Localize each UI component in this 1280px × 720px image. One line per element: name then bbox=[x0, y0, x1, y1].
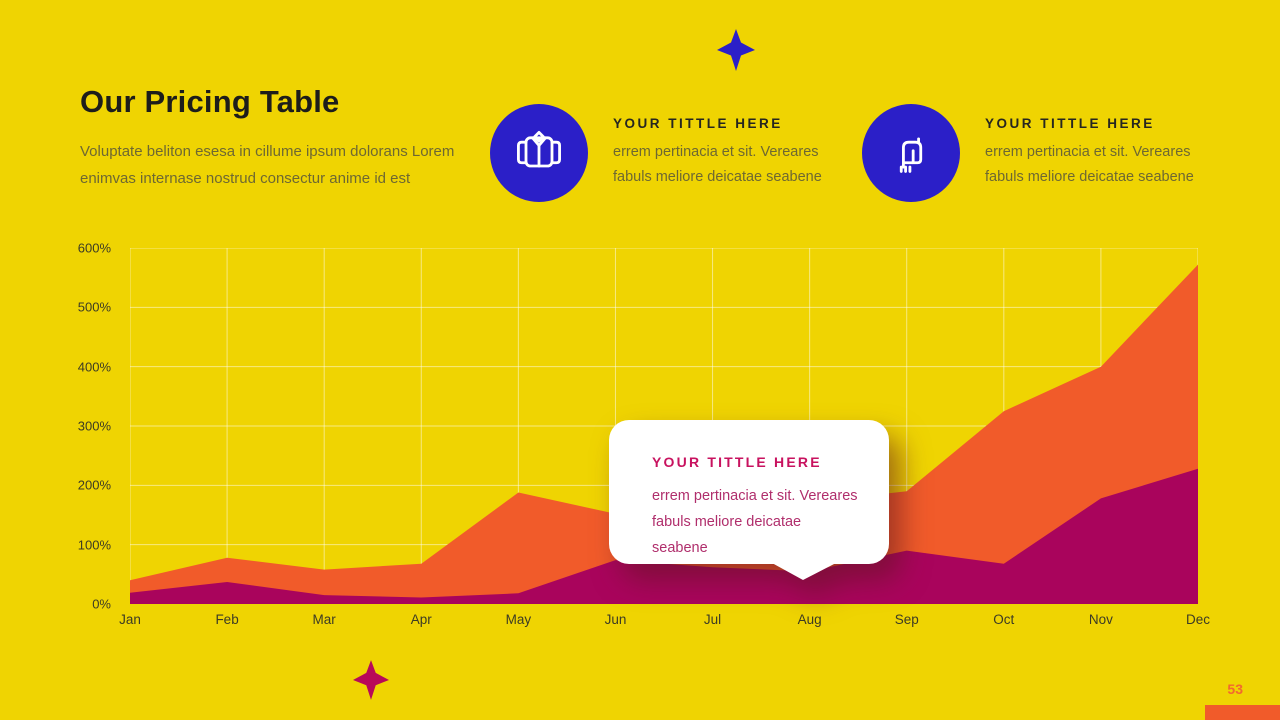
x-axis-label: Jul bbox=[703, 612, 722, 627]
x-axis-label: Mar bbox=[312, 612, 336, 627]
feature-1-icon-circle bbox=[490, 104, 588, 202]
y-axis-label: 0% bbox=[92, 596, 111, 612]
x-axis-label: Apr bbox=[410, 612, 432, 627]
sparkle-star-icon bbox=[353, 660, 389, 700]
corner-accent-bar bbox=[1205, 705, 1280, 720]
y-axis-label: 200% bbox=[77, 477, 111, 493]
feature-2-text: YOUR TITTLE HERE errem pertinacia et sit… bbox=[985, 104, 1200, 190]
y-axis-label: 400% bbox=[77, 359, 111, 375]
y-axis-label: 500% bbox=[77, 299, 111, 315]
chart-callout-box: YOUR TITTLE HERE errem pertinacia et sit… bbox=[609, 420, 889, 564]
x-axis-label: Jun bbox=[604, 612, 627, 627]
y-axis-label: 600% bbox=[77, 240, 111, 256]
page-number: 53 bbox=[1227, 681, 1243, 697]
feature-item-2: YOUR TITTLE HERE errem pertinacia et sit… bbox=[862, 104, 1200, 202]
feature-item-1: YOUR TITTLE HERE errem pertinacia et sit… bbox=[490, 104, 828, 202]
x-axis-label: Aug bbox=[797, 612, 822, 627]
x-axis-label: Dec bbox=[1185, 612, 1210, 627]
chart-callout: YOUR TITTLE HERE errem pertinacia et sit… bbox=[609, 420, 889, 580]
x-axis-label: Oct bbox=[993, 612, 1015, 627]
scarf-icon bbox=[899, 137, 923, 173]
page-subtitle: Voluptate beliton esesa in cillume ipsum… bbox=[80, 143, 455, 187]
x-axis-label: Jan bbox=[119, 612, 141, 627]
jacket-icon bbox=[517, 131, 561, 168]
chart-callout-text: errem pertinacia et sit. Vereares fabuls… bbox=[652, 488, 858, 556]
chart-callout-title: YOUR TITTLE HERE bbox=[652, 454, 822, 470]
feature-1-title: YOUR TITTLE HERE bbox=[613, 116, 783, 131]
x-axis-label: May bbox=[505, 612, 532, 627]
feature-2-description: errem pertinacia et sit. Vereares fabuls… bbox=[985, 144, 1194, 185]
feature-2-icon-circle bbox=[862, 104, 960, 202]
feature-1-text: YOUR TITTLE HERE errem pertinacia et sit… bbox=[613, 104, 828, 190]
callout-tail-pointer bbox=[772, 563, 836, 580]
header: Our Pricing Table Voluptate beliton eses… bbox=[80, 84, 500, 192]
x-axis-label: Sep bbox=[894, 612, 919, 627]
x-axis-label: Feb bbox=[215, 612, 239, 627]
feature-2-title: YOUR TITTLE HERE bbox=[985, 116, 1155, 131]
feature-1-description: errem pertinacia et sit. Vereares fabuls… bbox=[613, 144, 822, 185]
page-title: Our Pricing Table bbox=[80, 84, 340, 119]
x-axis-label: Nov bbox=[1088, 612, 1113, 627]
y-axis-label: 100% bbox=[77, 537, 111, 553]
y-axis-label: 300% bbox=[77, 418, 111, 434]
sparkle-star-icon bbox=[717, 29, 755, 71]
